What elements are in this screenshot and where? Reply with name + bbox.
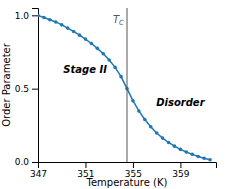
point [190, 153, 194, 157]
tick: 0.0 [15, 157, 38, 167]
point [107, 58, 111, 62]
point [101, 52, 105, 56]
point [66, 26, 70, 30]
y-axis: 0.0 0.5 1.0 [15, 9, 39, 168]
point [84, 37, 88, 41]
point [48, 18, 52, 22]
tick-mark [32, 15, 38, 16]
axis-domain [32, 9, 39, 163]
point [149, 125, 153, 129]
point [72, 30, 76, 34]
point [167, 141, 171, 145]
y-axis-title: Order Parameter [1, 42, 12, 127]
data-layer [38, 8, 212, 162]
point [78, 33, 82, 37]
point [143, 118, 147, 122]
tick-mark [32, 89, 38, 90]
point [196, 155, 200, 159]
point [90, 42, 94, 46]
point [38, 14, 40, 18]
tick-label: 1.0 [15, 11, 30, 21]
annotation: Stage II [63, 64, 107, 75]
point [54, 20, 58, 24]
tick-label: 359 [172, 169, 189, 179]
point [96, 47, 100, 51]
point [113, 66, 117, 70]
point [173, 144, 177, 148]
tick-label: 0.0 [15, 157, 30, 167]
point [119, 75, 123, 79]
axis-domain [39, 163, 217, 169]
reference-label: TC [113, 14, 124, 27]
tick-label: 347 [30, 169, 47, 179]
reference-line [127, 8, 128, 162]
tick: 0.5 [15, 84, 38, 94]
point [202, 156, 206, 160]
tick-mark [32, 162, 38, 163]
tick-mark [85, 162, 86, 168]
point [185, 150, 189, 154]
annotation: Disorder [156, 97, 205, 108]
point [60, 23, 64, 27]
point [42, 16, 46, 20]
tick: 347 [30, 162, 47, 179]
point [161, 136, 165, 140]
point [155, 131, 159, 135]
point [208, 158, 212, 162]
curve [38, 15, 210, 159]
tick-mark [133, 162, 134, 168]
chart: 3473513553590.00.51.0Temperature (K)Orde… [0, 0, 225, 189]
point [137, 109, 141, 113]
point [131, 99, 135, 103]
plot-root: 3473513553590.00.51.0Temperature (K)Orde… [1, 8, 217, 188]
tick: 359 [172, 162, 189, 179]
tick-mark [180, 162, 181, 168]
tick-label: 0.5 [15, 84, 29, 94]
tick: 1.0 [15, 11, 38, 21]
annotations: TC Stage II Disorder [63, 14, 205, 108]
point [179, 148, 183, 152]
x-axis-title: Temperature (K) [86, 177, 168, 188]
